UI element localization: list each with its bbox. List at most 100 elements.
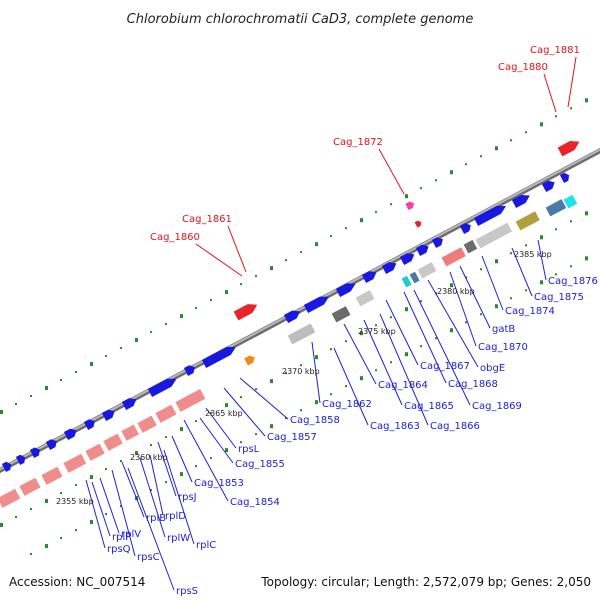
guide-dot — [495, 304, 498, 309]
gene-label: rpsC — [137, 552, 160, 563]
guide-dot — [165, 481, 167, 484]
gene-grey — [355, 290, 375, 307]
guide-dot — [315, 242, 318, 247]
gene-label: Cag_1874 — [505, 306, 555, 317]
cds-forward — [431, 237, 443, 248]
guide-dot — [210, 299, 212, 302]
guide-dot — [525, 289, 527, 292]
guide-dot — [420, 187, 422, 190]
label-connectors — [85, 56, 577, 591]
connector-line — [511, 247, 533, 297]
ribosomal-protein-gene — [121, 424, 139, 441]
guide-dot — [390, 203, 392, 206]
connector-line — [163, 449, 195, 545]
guide-dot — [180, 314, 183, 319]
guide-dot — [45, 499, 48, 504]
guide-dot — [0, 523, 3, 527]
guide-dot — [120, 347, 122, 350]
gene-label: Cag_1865 — [404, 401, 454, 412]
guide-dot — [465, 163, 467, 166]
gene-darkgrey — [331, 306, 351, 323]
cds-forward — [201, 346, 236, 368]
gene-grey — [287, 323, 316, 345]
guide-dot — [435, 337, 437, 340]
scale-ticks: 2355 kbp 2360 kbp 2365 kbp 2370 kbp 2375 kbp… — [56, 250, 552, 506]
guide-dot — [555, 115, 557, 118]
gene-label: rpsJ — [178, 492, 197, 503]
gene-labels: Cag_1860 Cag_1861 Cag_1872 Cag_1880 Cag_1881… — [107, 45, 598, 597]
gene-label: Cag_1880 — [498, 62, 548, 73]
scale-tick-label: 2380 kbp — [437, 287, 475, 296]
gene-label: Cag_1860 — [150, 232, 200, 243]
guide-dot — [315, 355, 318, 360]
gene-darkgrey — [463, 239, 478, 254]
guide-dot — [585, 256, 588, 261]
guide-dot — [300, 364, 302, 367]
gene-label: Cag_1861 — [182, 214, 232, 225]
guide-dot — [435, 179, 437, 182]
guide-dot — [375, 324, 377, 327]
connector-line — [111, 469, 136, 557]
guide-dot — [60, 379, 62, 382]
gene-label: rplW — [167, 533, 190, 544]
guide-dot — [540, 235, 543, 240]
gene-label: obgE — [480, 363, 505, 374]
gene-label: rpsS — [176, 586, 198, 597]
guide-dot — [270, 424, 273, 429]
connector-line — [567, 56, 577, 108]
connector-line — [427, 279, 479, 368]
guide-dot — [375, 211, 377, 214]
guide-dot — [585, 98, 588, 103]
guide-dot — [585, 211, 588, 216]
cds-forward — [361, 271, 377, 283]
gene-grey — [475, 222, 513, 249]
cds-forward — [541, 180, 555, 192]
cds-forward — [183, 365, 195, 376]
connector-line — [99, 477, 120, 534]
gene-label: Cag_1858 — [290, 415, 340, 426]
guide-dot — [30, 508, 32, 511]
guide-dot — [495, 259, 498, 264]
gene-cyan — [563, 194, 578, 209]
cds-forward — [1, 461, 12, 472]
rna-gene — [414, 220, 422, 228]
scale-tick-label: 2365 kbp — [205, 409, 243, 418]
gene-label: Cag_1854 — [230, 497, 280, 508]
guide-dot — [540, 122, 543, 127]
connector-line — [239, 377, 289, 420]
gene-label: Cag_1857 — [267, 432, 317, 443]
gene-steel — [409, 271, 420, 284]
guide-dot — [510, 252, 512, 255]
guide-dot — [570, 107, 572, 110]
guide-dot — [255, 388, 257, 391]
scale-tick-label: 2385 kbp — [514, 250, 552, 259]
guide-dot — [135, 338, 138, 343]
guide-dot — [390, 316, 392, 319]
cds-forward — [121, 398, 137, 410]
guide-dot — [90, 362, 93, 367]
gene-label: Cag_1868 — [448, 379, 498, 390]
guide-dot — [525, 131, 527, 134]
guide-dot — [420, 300, 422, 303]
ribosomal-protein-gene — [175, 388, 206, 412]
scale-tick-label: 2360 kbp — [130, 453, 168, 462]
cds-forward — [303, 296, 329, 313]
gene-label: Cag_1863 — [370, 421, 420, 432]
guide-dot — [360, 218, 363, 223]
guide-dot — [150, 444, 152, 447]
guide-dot — [180, 427, 183, 432]
guide-dot — [285, 259, 287, 262]
guide-dot — [75, 529, 77, 532]
guide-dot — [225, 448, 228, 453]
genome-title: Chlorobium chlorochromatii CaD3, complet… — [127, 12, 474, 27]
guide-dot — [495, 146, 498, 151]
gene-salmon — [441, 247, 466, 267]
scale-tick-label: 2375 kbp — [358, 327, 396, 336]
connector-line — [139, 457, 166, 538]
cds-forward — [381, 262, 397, 274]
guide-dot — [480, 268, 482, 271]
gene-cyan — [401, 275, 412, 288]
cds-forward — [63, 428, 77, 440]
cds-forward — [147, 378, 177, 397]
